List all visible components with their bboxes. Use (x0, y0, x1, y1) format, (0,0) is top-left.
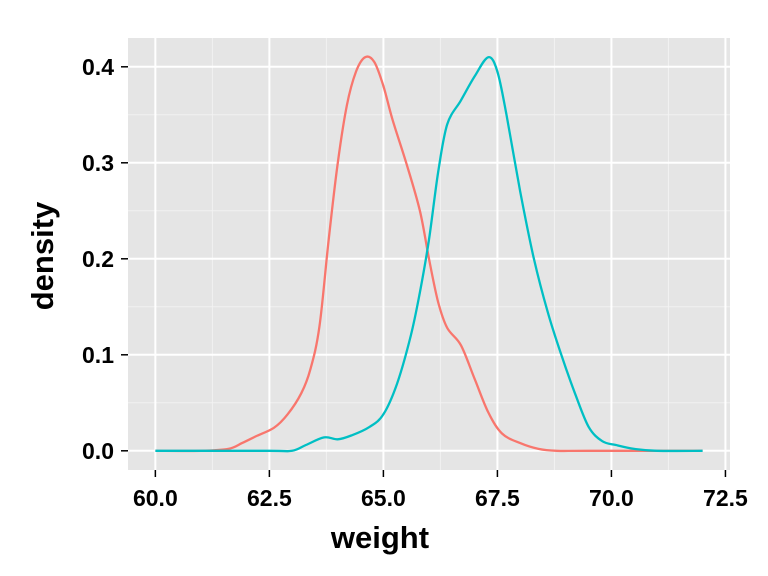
x-axis-title: weight (330, 520, 429, 555)
x-tick-label: 62.5 (247, 485, 292, 511)
x-tick-labels: 60.0 62.5 65.0 67.5 70.0 72.5 (133, 485, 748, 511)
y-tick-label: 0.2 (82, 246, 114, 272)
x-tick-label: 70.0 (589, 485, 634, 511)
y-axis-title: density (25, 201, 60, 310)
axis-ticks (121, 66, 727, 477)
y-tick-labels: 0.0 0.1 0.2 0.3 0.4 (82, 54, 114, 464)
y-tick-label: 0.4 (82, 54, 114, 80)
x-tick-label: 65.0 (361, 485, 406, 511)
series-layer (155, 55, 703, 453)
x-tick-label: 72.5 (703, 485, 748, 511)
x-tick-label: 67.5 (475, 485, 520, 511)
x-tick-label: 60.0 (133, 485, 178, 511)
density-line-series-2 (155, 56, 703, 453)
y-tick-label: 0.0 (82, 438, 114, 464)
y-tick-label: 0.3 (82, 150, 114, 176)
density-line-series-1 (155, 55, 703, 453)
y-tick-label: 0.1 (82, 342, 114, 368)
